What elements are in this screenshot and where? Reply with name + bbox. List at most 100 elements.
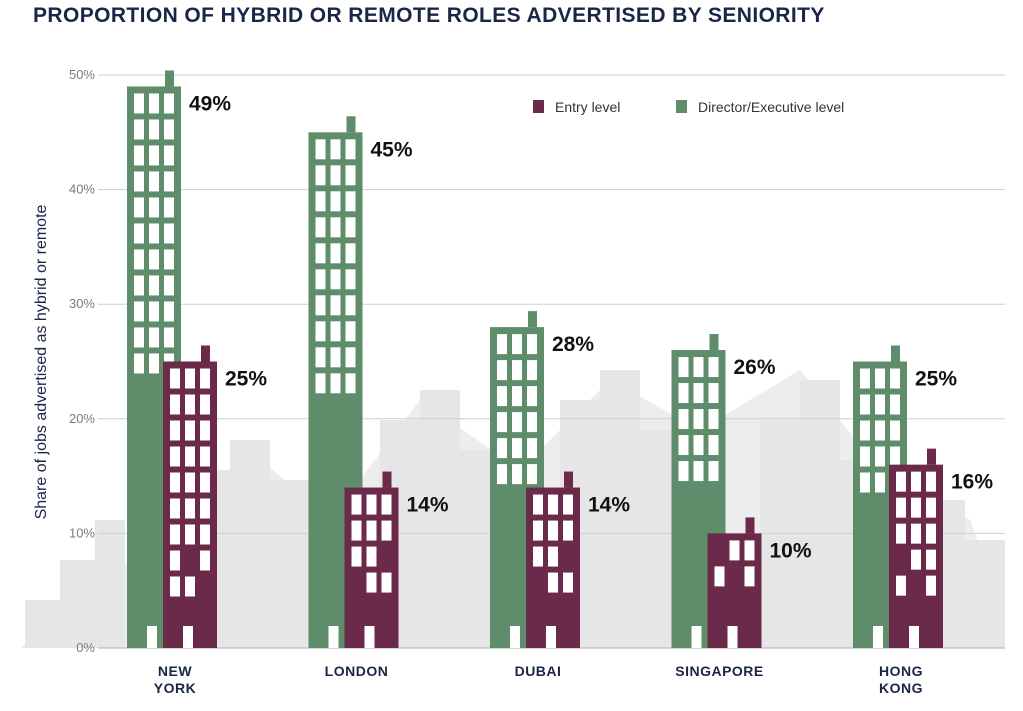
window (563, 520, 573, 541)
window (134, 301, 144, 322)
window (926, 523, 936, 544)
window (351, 546, 362, 567)
window (512, 334, 522, 355)
window (330, 269, 341, 290)
window (315, 243, 326, 264)
window (693, 435, 704, 456)
window (351, 520, 362, 541)
window (345, 373, 356, 394)
window (678, 435, 689, 456)
bar-antenna (201, 345, 210, 362)
window (315, 191, 326, 212)
window (164, 249, 174, 270)
window (185, 368, 195, 389)
window (345, 191, 356, 212)
window (134, 119, 144, 140)
window (729, 540, 740, 561)
bar-entry-4 (889, 448, 943, 648)
window (330, 321, 341, 342)
bar-entry-0 (163, 345, 217, 648)
door (147, 626, 157, 648)
window (497, 360, 507, 381)
window (527, 412, 537, 433)
y-tick-label: 30% (69, 296, 95, 311)
window (134, 249, 144, 270)
window (345, 295, 356, 316)
window (345, 217, 356, 238)
data-label-entry: 14% (588, 494, 630, 517)
window (170, 550, 180, 571)
window (134, 353, 144, 374)
window (164, 275, 174, 296)
window (512, 438, 522, 459)
bar-antenna (891, 345, 900, 362)
window (911, 497, 921, 518)
window (533, 520, 543, 541)
window (527, 438, 537, 459)
y-tick-label: 20% (69, 411, 95, 426)
window (875, 446, 885, 467)
window (926, 549, 936, 570)
window (330, 139, 341, 160)
window (890, 420, 900, 441)
door (546, 626, 556, 648)
window (170, 394, 180, 415)
window (170, 472, 180, 493)
chart-title: PROPORTION OF HYBRID OR REMOTE ROLES ADV… (33, 4, 825, 27)
window (548, 494, 558, 515)
window (527, 360, 537, 381)
bar-antenna (709, 334, 719, 351)
door (183, 626, 193, 648)
door (727, 626, 738, 648)
door (510, 626, 520, 648)
window (134, 93, 144, 114)
window (345, 347, 356, 368)
window (744, 566, 755, 587)
window (200, 446, 210, 467)
window (185, 524, 195, 545)
window (134, 145, 144, 166)
window (185, 472, 195, 493)
y-tick-label: 10% (69, 525, 95, 540)
window (563, 572, 573, 593)
window (693, 383, 704, 404)
window (548, 520, 558, 541)
x-tick-label: LONDON (325, 663, 389, 679)
data-label-entry: 14% (407, 494, 449, 517)
y-tick-label: 40% (69, 182, 95, 197)
window (926, 497, 936, 518)
bar-antenna (564, 471, 573, 488)
window (875, 368, 885, 389)
window (315, 139, 326, 160)
window (330, 347, 341, 368)
window (164, 145, 174, 166)
y-tick-label: 0% (76, 640, 95, 655)
window (678, 461, 689, 482)
window (134, 223, 144, 244)
window (381, 520, 392, 541)
legend-swatch (676, 100, 687, 113)
window (170, 524, 180, 545)
window (315, 347, 326, 368)
window (315, 321, 326, 342)
window (693, 409, 704, 430)
window (678, 383, 689, 404)
x-tick-label: SINGAPORE (675, 663, 764, 679)
window (164, 197, 174, 218)
window (200, 472, 210, 493)
window (315, 217, 326, 238)
window (693, 461, 704, 482)
window (512, 464, 522, 485)
window (896, 471, 906, 492)
window (896, 575, 906, 596)
window (366, 546, 377, 567)
window (149, 249, 159, 270)
window (860, 420, 870, 441)
window (497, 334, 507, 355)
door (691, 626, 702, 648)
window (149, 145, 159, 166)
window (315, 269, 326, 290)
bar-antenna (927, 448, 936, 465)
window (200, 550, 210, 571)
y-axis-label: Share of jobs advertised as hybrid or re… (33, 204, 50, 519)
